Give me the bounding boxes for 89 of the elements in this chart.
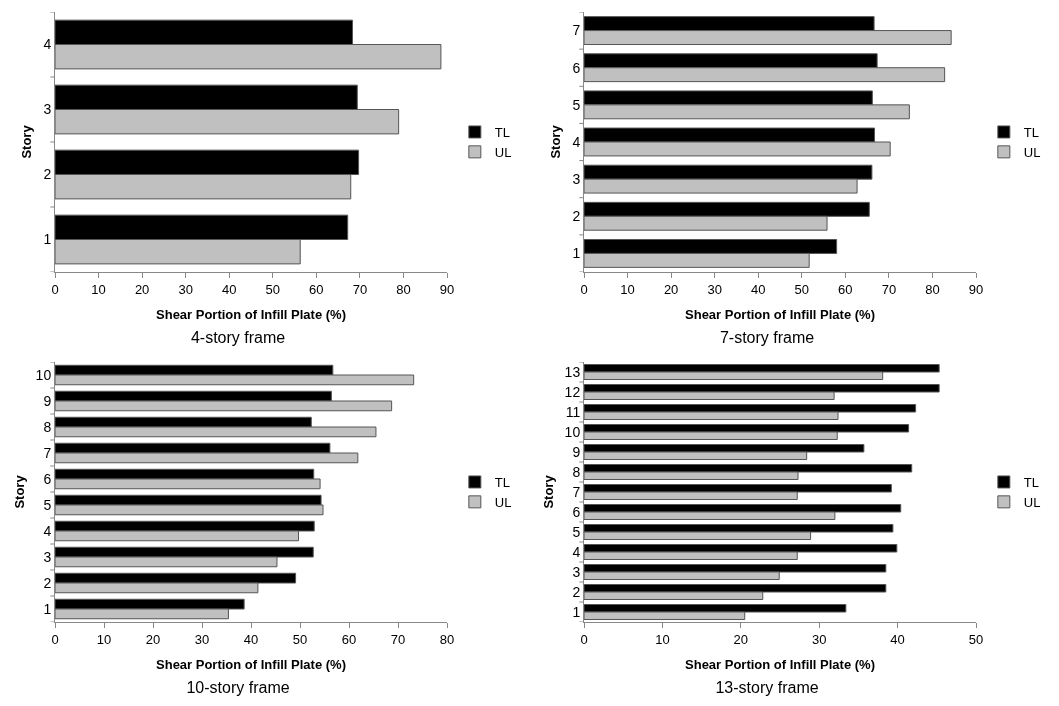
y-tick-label: 5 <box>572 96 581 113</box>
y-axis-title: Story <box>11 474 27 509</box>
y-axis-title: Story <box>548 124 564 159</box>
y-tick-label: 2 <box>572 583 581 600</box>
text: 4-story frame <box>190 329 286 346</box>
x-tick-label: 20 <box>733 631 749 647</box>
x-tick-label: 30 <box>811 631 827 647</box>
y-tick-label: 3 <box>43 548 52 565</box>
y-tick-label: 1 <box>43 231 52 248</box>
x-tick-label: 90 <box>968 281 984 297</box>
legend-label: UL <box>494 144 512 160</box>
y-tick-label: 5 <box>572 523 581 540</box>
x-tick-label: 0 <box>580 631 588 647</box>
x-tick-label: 50 <box>265 281 281 297</box>
legend-label: TL <box>1023 475 1040 491</box>
y-tick-label: 8 <box>572 463 581 480</box>
y-tick-label: 9 <box>572 443 581 460</box>
y-tick-label: 8 <box>43 418 52 435</box>
x-tick-label: 0 <box>51 631 59 647</box>
y-tick-label: 9 <box>43 392 52 409</box>
x-tick-label: 60 <box>341 631 357 647</box>
x-tick-label: 30 <box>178 281 193 297</box>
x-tick-label: 70 <box>352 281 368 297</box>
x-tick-label: 10 <box>96 631 112 647</box>
x-tick-label: 10 <box>655 631 670 647</box>
x-tick-label: 40 <box>750 281 766 297</box>
legend-label: TL <box>494 125 511 141</box>
y-tick-label: 4 <box>43 36 52 53</box>
x-tick-label: 40 <box>221 281 237 297</box>
y-tick-label: 3 <box>572 563 581 580</box>
x-tick-label: 30 <box>707 281 722 297</box>
y-tick-label: 7 <box>43 444 52 461</box>
y-tick-label: 13 <box>564 363 581 380</box>
x-tick-label: 10 <box>620 281 635 297</box>
legend-label: UL <box>494 494 512 510</box>
x-tick-label: 80 <box>439 631 455 647</box>
x-axis-title: Shear Portion of Infill Plate (%) <box>156 307 346 323</box>
y-tick-label: 1 <box>572 245 581 262</box>
legend-label: TL <box>1023 125 1040 141</box>
y-tick-label: 7 <box>572 22 581 39</box>
x-tick-label: 30 <box>194 631 210 647</box>
x-tick-label: 40 <box>243 631 259 647</box>
legend-label: UL <box>1023 144 1041 160</box>
x-tick-label: 40 <box>890 631 905 647</box>
y-tick-label: 3 <box>43 101 52 118</box>
y-tick-label: 6 <box>572 503 581 520</box>
x-tick-label: 0 <box>51 281 59 297</box>
x-tick-label: 90 <box>439 281 455 297</box>
x-axis-title: Shear Portion of Infill Plate (%) <box>685 307 875 323</box>
x-tick-label: 20 <box>663 281 679 297</box>
legend-label: TL <box>494 475 511 491</box>
y-tick-label: 12 <box>564 383 581 400</box>
x-tick-label: 80 <box>925 281 940 297</box>
x-tick-label: 10 <box>91 281 106 297</box>
text: 10-story frame <box>186 679 290 696</box>
text: 13-story frame <box>715 679 819 696</box>
y-tick-label: 2 <box>43 574 52 591</box>
y-tick-label: 11 <box>565 403 581 420</box>
legend-label: UL <box>1023 494 1041 510</box>
x-axis-title: Shear Portion of Infill Plate (%) <box>685 657 875 673</box>
y-axis-title: Story <box>19 124 35 159</box>
x-tick-label: 60 <box>309 281 324 297</box>
x-tick-label: 50 <box>292 631 308 647</box>
x-tick-label: 20 <box>134 281 150 297</box>
x-tick-label: 20 <box>145 631 161 647</box>
x-axis-title: Shear Portion of Infill Plate (%) <box>156 657 346 673</box>
y-tick-label: 1 <box>572 603 581 620</box>
y-tick-label: 5 <box>43 496 52 513</box>
x-tick-label: 60 <box>838 281 853 297</box>
x-tick-label: 50 <box>794 281 810 297</box>
y-tick-label: 6 <box>43 470 52 487</box>
y-tick-label: 10 <box>564 423 581 440</box>
y-tick-label: 4 <box>572 543 581 560</box>
text: 7-story frame <box>719 329 815 346</box>
x-tick-label: 70 <box>881 281 897 297</box>
y-tick-label: 7 <box>572 483 581 500</box>
x-tick-label: 80 <box>396 281 411 297</box>
y-axis-title: Story <box>540 474 556 509</box>
y-tick-label: 6 <box>572 59 581 76</box>
x-tick-label: 70 <box>390 631 406 647</box>
y-tick-label: 1 <box>43 600 52 617</box>
x-tick-label: 0 <box>580 281 588 297</box>
y-tick-label: 4 <box>572 133 581 150</box>
y-tick-label: 2 <box>43 166 52 183</box>
y-tick-label: 10 <box>35 366 52 383</box>
y-tick-label: 2 <box>572 208 581 225</box>
y-tick-label: 4 <box>43 522 52 539</box>
x-tick-label: 50 <box>968 631 984 647</box>
y-tick-label: 3 <box>572 171 581 188</box>
